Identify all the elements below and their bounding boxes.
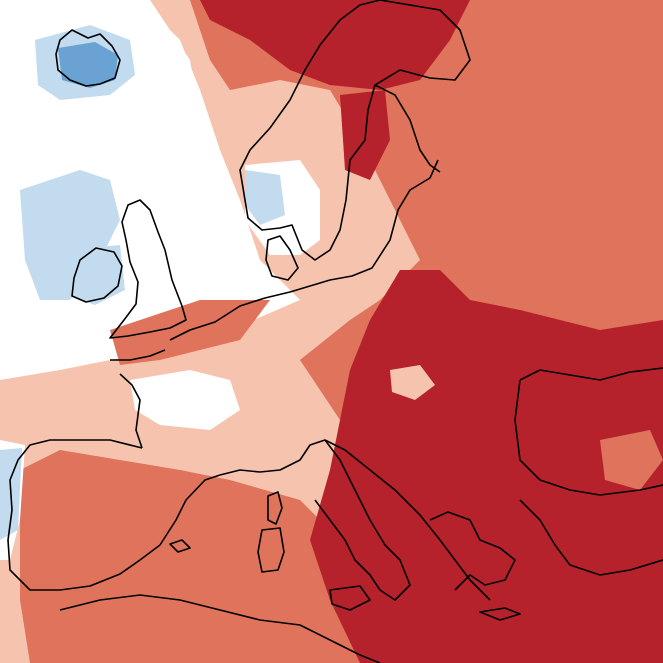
coastline-black-sea [514, 367, 663, 496]
coastline-iceland [55, 29, 121, 87]
coastline-greece [429, 511, 516, 591]
coastline-denmark [265, 235, 299, 281]
field-light-blue-atlantic [20, 170, 120, 300]
field-light-patch-2 [600, 430, 663, 490]
coastline-crete [479, 607, 521, 621]
coastline-sardinia [257, 527, 285, 573]
coastline-ireland [71, 247, 123, 303]
field-red-north-sea [110, 300, 270, 365]
coastline-corsica [267, 491, 283, 525]
coastline-north-africa [59, 594, 381, 663]
coastline-finland [374, 84, 441, 173]
coastlines [7, 0, 663, 663]
field-red-iberia [20, 450, 380, 663]
field-white-france [130, 370, 240, 430]
coastline-france-west [110, 349, 166, 449]
field-deep-red-east [310, 270, 663, 663]
coastline-great-britain [109, 199, 187, 339]
field-light-blue-norway [245, 170, 285, 225]
coastline-sicily [329, 585, 371, 611]
coastline-aegean [519, 499, 663, 576]
field-light-blue-ireland [68, 245, 125, 305]
coastline-balearics [169, 539, 191, 553]
coastline-scandinavia [239, 0, 471, 261]
field-blue-iceland [58, 42, 118, 88]
coastline-iberia [7, 439, 221, 591]
coastline-med-north [219, 439, 411, 601]
field-light-patch-1 [390, 365, 435, 400]
coastline-adriatic [324, 439, 491, 601]
coastline-north-continent [169, 159, 439, 341]
field-deep-red-north [200, 0, 470, 90]
